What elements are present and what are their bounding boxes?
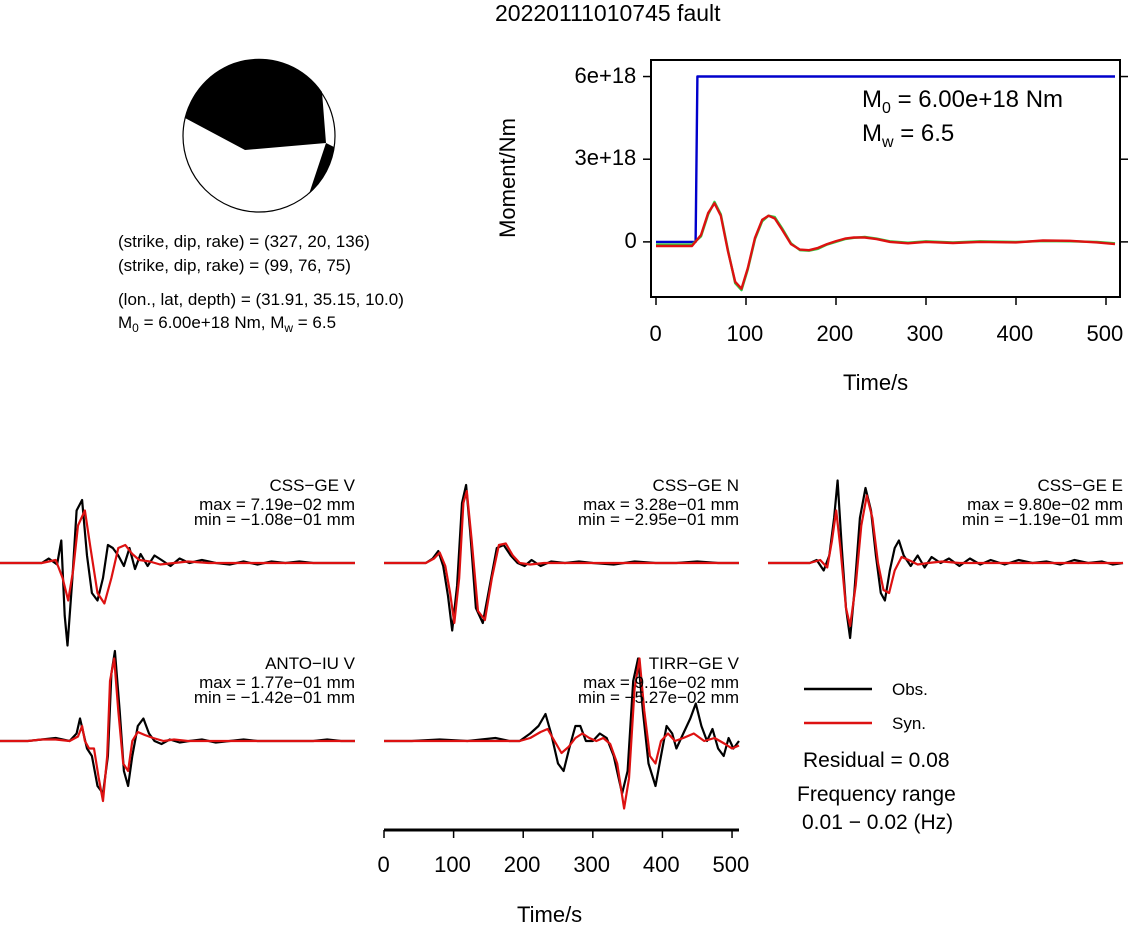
waveform-xtick-label: 100 <box>434 852 471 877</box>
trace-min-label: min = −1.08e−01 mm <box>193 510 355 529</box>
trace-max-label: max = 1.77e−01 mm <box>199 673 355 692</box>
moment-axis-ticks <box>643 75 1128 305</box>
trace-max-label: max = 9.16e−02 mm <box>583 673 739 692</box>
m0-value: = 6.00e+18 Nm, M <box>138 313 285 332</box>
trace-min-label: min = −5.27e−02 mm <box>577 688 739 707</box>
nodal-plane-1: (strike, dip, rake) = (327, 20, 136) <box>118 232 370 251</box>
moment-magnitude-info: M0 = 6.00e+18 Nm, Mw = 6.5 <box>118 313 337 335</box>
beachball-compressional-quadrant <box>185 58 326 151</box>
mw-value: = 6.5 <box>293 313 337 332</box>
synthetic-trace <box>384 489 739 625</box>
synthetic-trace <box>0 657 355 803</box>
waveform-xtick-label: 200 <box>503 852 541 877</box>
moment-xtick-label: 400 <box>996 321 1034 346</box>
annot-mw-value: = 6.5 <box>893 120 955 147</box>
synthetic-trace <box>768 494 1123 628</box>
trace-min-label: min = −1.19e−01 mm <box>961 510 1123 529</box>
annot-mw-subscript: w <box>882 134 894 151</box>
moment-ytick-label: 0 <box>624 227 637 253</box>
frequency-range-label: Frequency range <box>797 783 956 806</box>
waveform-xtick-label: 500 <box>712 852 750 877</box>
trace-max-label: max = 9.80e−02 mm <box>967 495 1123 514</box>
frequency-range-value: 0.01 − 0.02 (Hz) <box>802 811 954 834</box>
waveform-xtick-label: 0 <box>377 852 390 877</box>
m0-subscript: 0 <box>132 321 139 335</box>
annot-m0-symbol: M <box>862 86 882 113</box>
moment-series-line-2 <box>656 202 1116 290</box>
synthetic-trace <box>384 657 740 810</box>
trace-max-label: max = 7.19e−02 mm <box>199 495 355 514</box>
moment-xtick-label: 500 <box>1086 321 1124 346</box>
trace-station-label: ANTO−IU V <box>265 654 355 673</box>
waveform-time-axis <box>383 828 739 838</box>
moment-xtick-label: 0 <box>649 321 662 346</box>
annot-m0-subscript: 0 <box>882 100 891 117</box>
legend-syn-label: Syn. <box>892 714 927 733</box>
moment-xtick-label: 100 <box>726 321 764 346</box>
trace-station-label: CSS−GE N <box>652 476 739 495</box>
moment-series-line-0 <box>656 75 1115 244</box>
synthetic-trace <box>0 509 355 605</box>
moment-series-line-1 <box>656 200 1116 292</box>
nodal-plane-2: (strike, dip, rake) = (99, 76, 75) <box>118 256 351 275</box>
moment-annotation-mw: Mw = 6.5 <box>862 120 955 151</box>
moment-ytick-label: 6e+18 <box>574 62 637 88</box>
moment-xtick-label: 200 <box>816 321 854 346</box>
figure-title: 20220111010745 fault <box>495 0 721 26</box>
mw-subscript: w <box>284 321 294 335</box>
moment-xlabel: Time/s <box>843 370 909 395</box>
moment-annotation-m0: M0 = 6.00e+18 Nm <box>862 86 1064 117</box>
legend-obs-label: Obs. <box>892 680 928 699</box>
residual-label: Residual = 0.08 <box>803 749 950 772</box>
moment-xtick-label: 300 <box>906 321 944 346</box>
moment-series <box>656 75 1116 292</box>
trace-min-label: min = −2.95e−01 mm <box>577 510 739 529</box>
trace-station-label: CSS−GE E <box>1037 476 1123 495</box>
trace-min-label: min = −1.42e−01 mm <box>193 688 355 707</box>
waveform-xlabel: Time/s <box>517 902 583 927</box>
moment-ytick-label: 3e+18 <box>574 145 637 171</box>
moment-ylabel: Moment/Nm <box>495 118 520 238</box>
trace-station-label: TIRR−GE V <box>648 654 739 673</box>
annot-m0-value: = 6.00e+18 Nm <box>890 86 1064 113</box>
waveform-traces <box>0 479 1124 810</box>
focal-mechanism-beachball <box>182 58 336 213</box>
hypocenter-location: (lon., lat, depth) = (31.91, 35.15, 10.0… <box>118 290 404 309</box>
waveform-xtick-label: 300 <box>573 852 611 877</box>
trace-max-label: max = 3.28e−01 mm <box>583 495 739 514</box>
beachball-compressional-sliver <box>309 143 334 194</box>
trace-station-label: CSS−GE V <box>269 476 355 495</box>
m0-symbol: M <box>118 313 133 332</box>
annot-mw-symbol: M <box>862 120 882 147</box>
waveform-xtick-label: 400 <box>642 852 680 877</box>
moment-plot-frame <box>650 59 1121 298</box>
